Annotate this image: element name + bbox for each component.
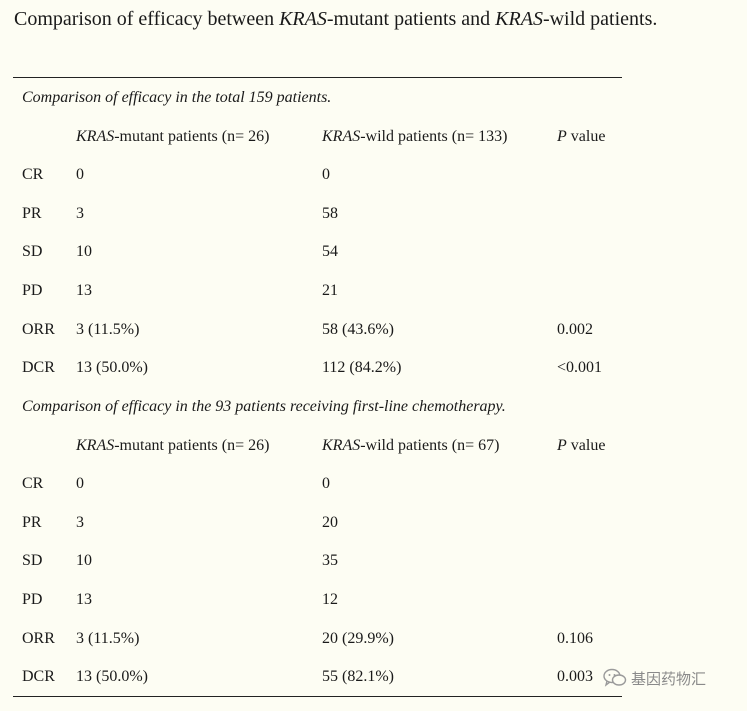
table-header-row: KRAS-mutant patients (n= 26) KRAS-wild pa… [0, 123, 747, 151]
table-top-rule [13, 77, 622, 78]
mutant-value: 3 [76, 513, 84, 531]
wild-value: 20 [322, 513, 338, 531]
section-caption-row: Comparison of efficacy in the total 159 … [0, 84, 747, 112]
title-mid: -mutant patients and [326, 8, 496, 30]
row-label: SD [22, 552, 43, 570]
header-p-italic: P [557, 127, 567, 145]
wild-value: 0 [322, 166, 330, 184]
header-wild-rest: -wild patients (n= 133) [360, 127, 508, 145]
row-label: SD [22, 243, 43, 261]
header-mutant-rest: -mutant patients (n= 26) [114, 127, 270, 145]
header-p-italic: P [557, 436, 567, 454]
mutant-value: 3 (11.5%) [76, 320, 140, 338]
p-value: 0.106 [557, 629, 593, 647]
header-mutant-italic: KRAS [76, 436, 115, 454]
row-label: DCR [22, 359, 55, 377]
wild-value: 0 [322, 475, 330, 493]
mutant-value: 13 [76, 591, 92, 608]
p-value: <0.001 [557, 359, 603, 377]
row-label: PR [22, 204, 42, 222]
header-mutant-italic: KRAS [76, 127, 115, 145]
watermark: 基因药物汇 [603, 666, 713, 690]
title-kras-1: KRAS [279, 8, 327, 30]
table-bottom-rule [13, 696, 622, 697]
mutant-value: 10 [76, 243, 92, 261]
table-row: PD 13 21 [0, 277, 747, 305]
wild-value: 12 [322, 591, 338, 608]
header-wild-rest: -wild patients (n= 67) [360, 436, 500, 454]
header-mutant-rest: -mutant patients (n= 26) [114, 436, 270, 454]
row-label: PD [22, 591, 43, 608]
title-pre: Comparison of efficacy between [14, 8, 280, 30]
wild-value: 21 [322, 282, 338, 299]
header-wild: KRAS-wild patients (n= 67) [322, 432, 499, 460]
wild-value: 58 [322, 204, 338, 222]
row-label: CR [22, 166, 44, 184]
table-row: PR 3 20 [0, 509, 747, 537]
row-label: PR [22, 513, 42, 531]
table-row: PD 13 12 [0, 586, 747, 614]
table-header-row: KRAS-mutant patients (n= 26) KRAS-wild pa… [0, 432, 747, 460]
mutant-value: 13 (50.0%) [76, 359, 148, 377]
mutant-value: 3 [76, 204, 84, 222]
table-row: SD 10 54 [0, 238, 747, 266]
table-row: ORR 3 (11.5%) 58 (43.6%) 0.002 [0, 316, 747, 344]
header-mutant: KRAS-mutant patients (n= 26) [76, 123, 269, 151]
header-wild: KRAS-wild patients (n= 133) [322, 123, 507, 151]
section-caption: Comparison of efficacy in the total 159 … [22, 89, 332, 106]
mutant-value: 13 [76, 282, 92, 299]
wild-value: 35 [322, 552, 338, 570]
mutant-value: 0 [76, 166, 84, 184]
p-value: 0.002 [557, 320, 593, 338]
row-label: ORR [22, 629, 55, 647]
header-wild-italic: KRAS [322, 127, 361, 145]
table-row: SD 10 35 [0, 547, 747, 575]
page-title: Comparison of efficacy between KRAS-muta… [14, 8, 657, 31]
header-wild-italic: KRAS [322, 436, 361, 454]
title-kras-2: KRAS [495, 8, 543, 30]
header-mutant: KRAS-mutant patients (n= 26) [76, 432, 269, 460]
table-row: CR 0 0 [0, 470, 747, 498]
row-label: DCR [22, 668, 55, 686]
table-row: ORR 3 (11.5%) 20 (29.9%) 0.106 [0, 625, 747, 653]
wild-value: 20 (29.9%) [322, 629, 394, 647]
wechat-icon [603, 668, 627, 688]
section-caption: Comparison of efficacy in the 93 patient… [22, 398, 506, 415]
header-p-rest: value [566, 436, 606, 454]
header-p-rest: value [566, 127, 606, 145]
row-label: PD [22, 282, 43, 299]
row-label: CR [22, 475, 44, 493]
header-p-value: P value [557, 123, 605, 151]
section-caption-row: Comparison of efficacy in the 93 patient… [0, 393, 747, 421]
wild-value: 58 (43.6%) [322, 320, 394, 338]
table-row: DCR 13 (50.0%) 55 (82.1%) 0.003 [0, 663, 747, 691]
wild-value: 54 [322, 243, 338, 261]
mutant-value: 3 (11.5%) [76, 629, 140, 647]
mutant-value: 13 (50.0%) [76, 668, 148, 686]
header-p-value: P value [557, 432, 605, 460]
wild-value: 112 (84.2%) [322, 359, 402, 377]
table-row: PR 3 58 [0, 200, 747, 228]
p-value: 0.003 [557, 668, 593, 686]
row-label: ORR [22, 320, 55, 338]
title-post: -wild patients. [542, 8, 658, 30]
mutant-value: 0 [76, 475, 84, 493]
table-row: CR 0 0 [0, 161, 747, 189]
table-row: DCR 13 (50.0%) 112 (84.2%) <0.001 [0, 354, 747, 382]
mutant-value: 10 [76, 552, 92, 570]
wild-value: 55 (82.1%) [322, 668, 394, 686]
watermark-text: 基因药物汇 [631, 669, 707, 688]
